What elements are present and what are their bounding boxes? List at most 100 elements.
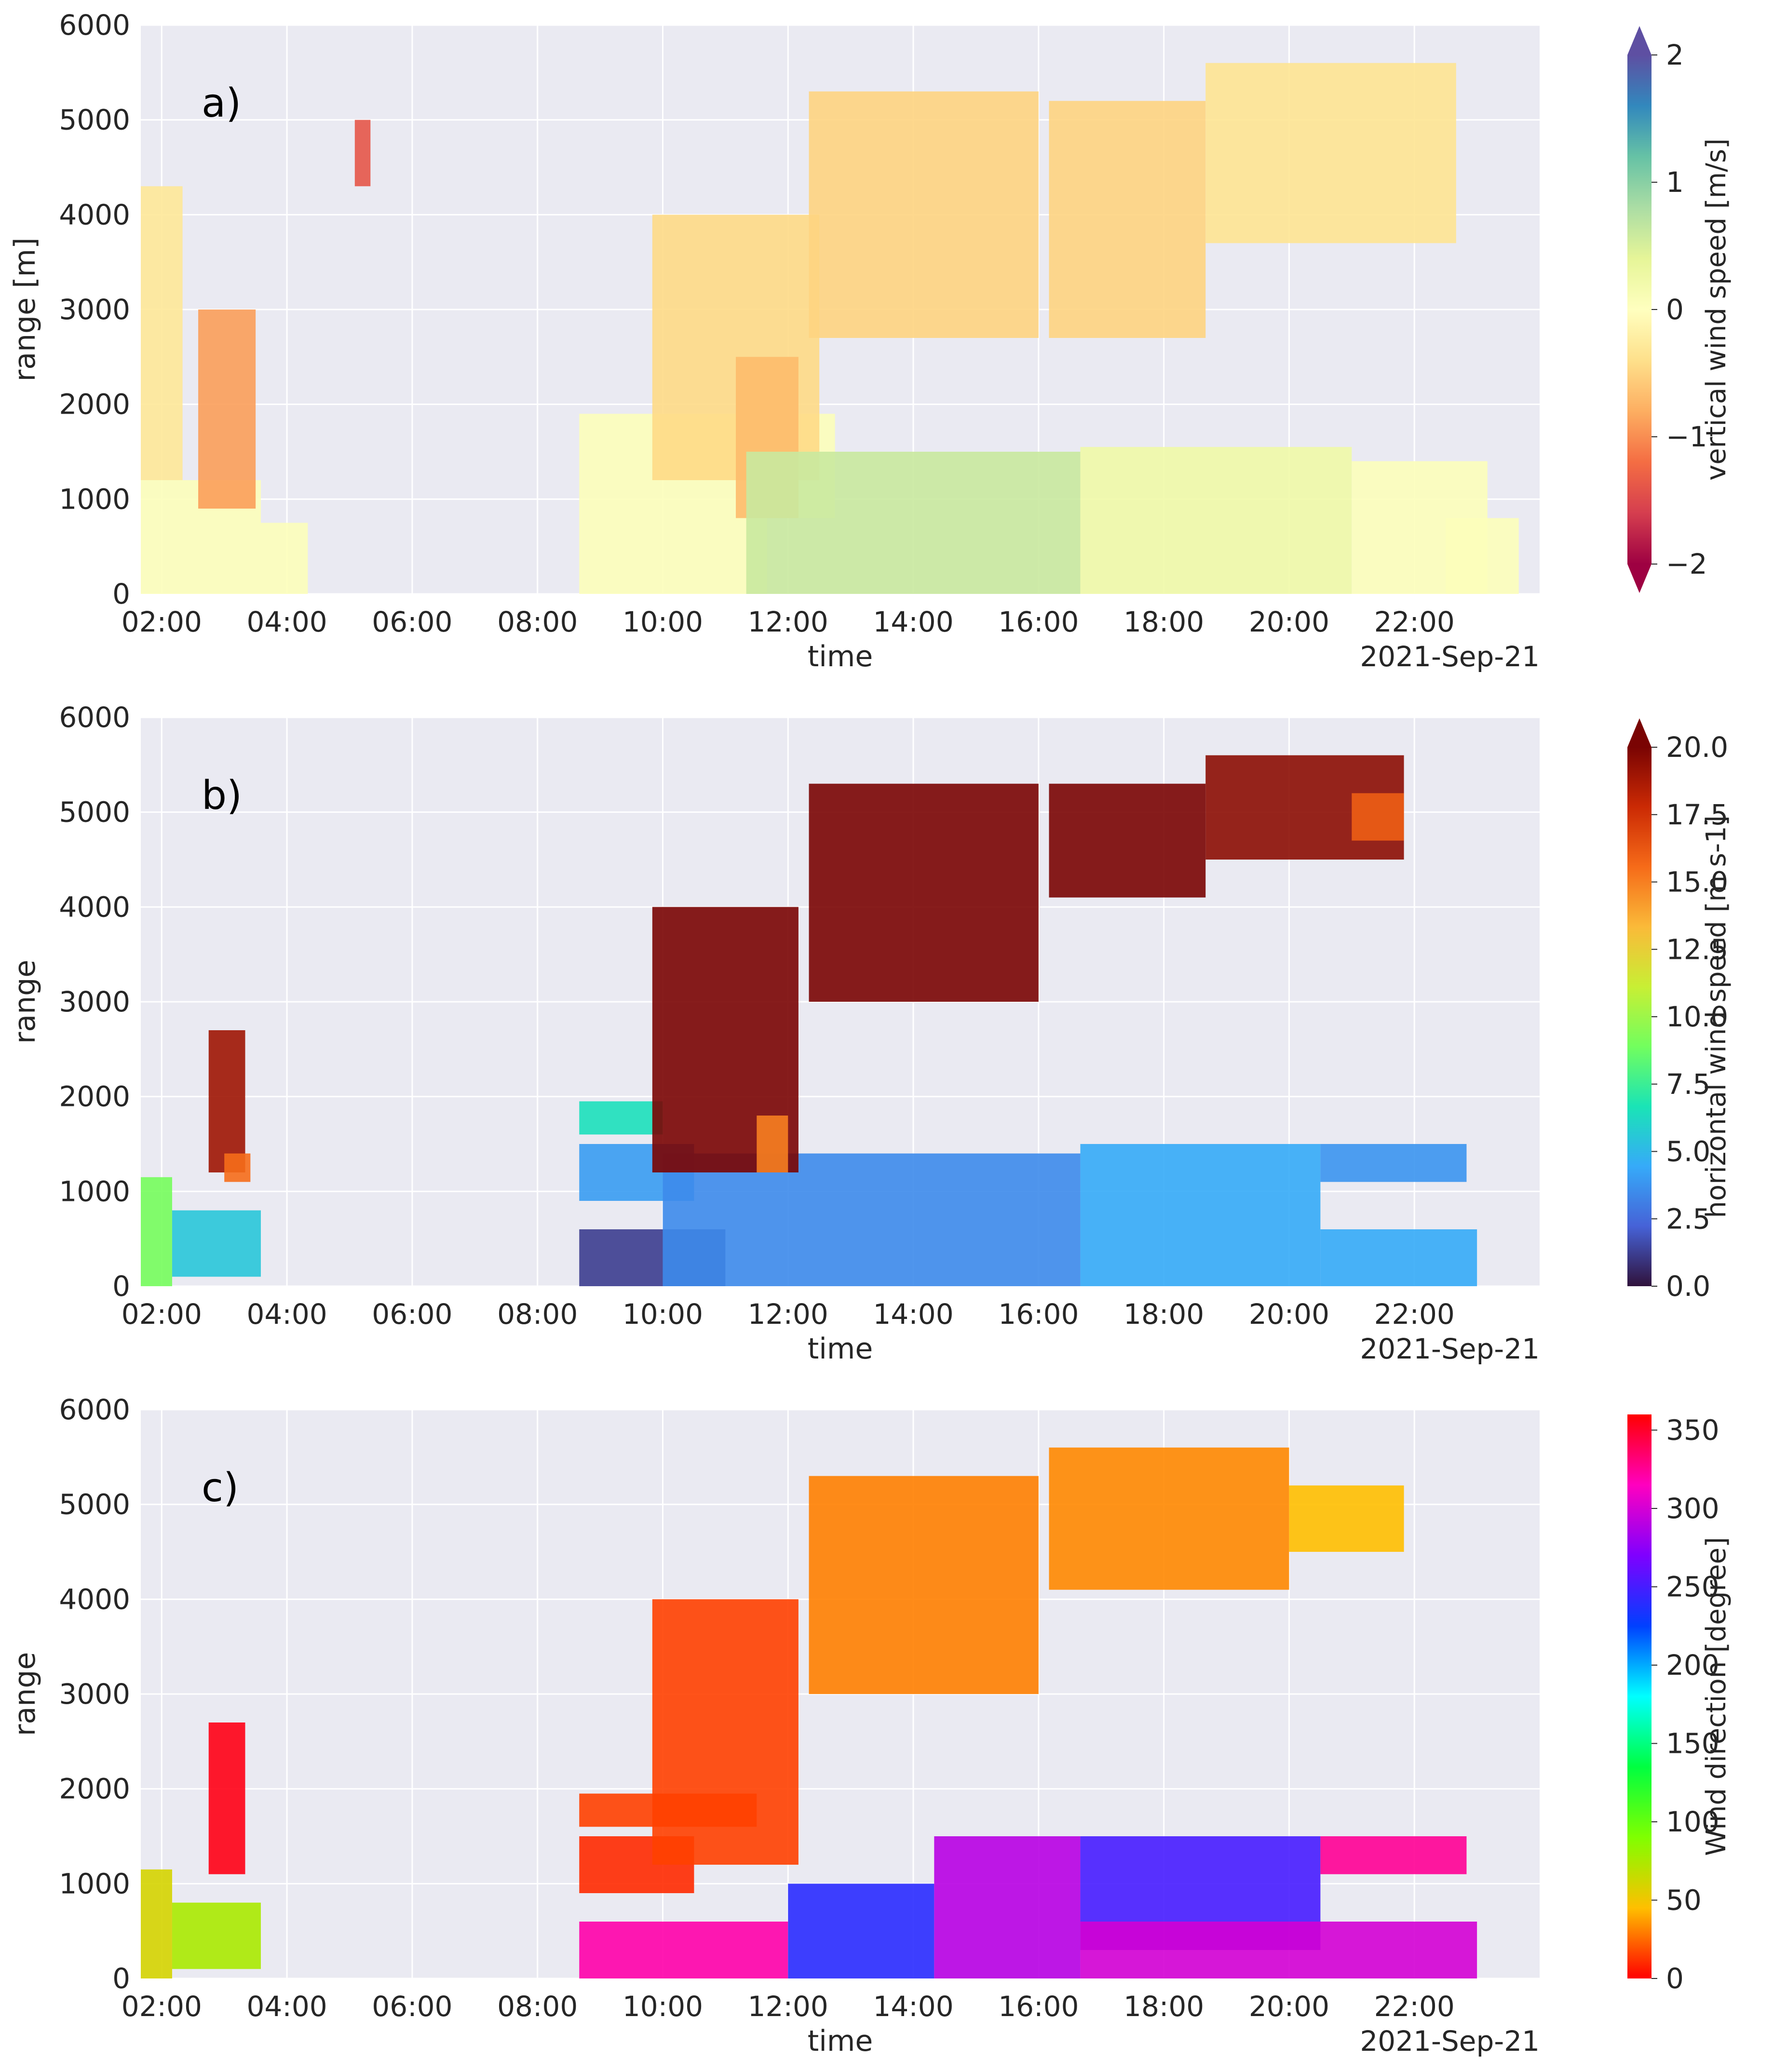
y-tick-label: 2000 bbox=[59, 388, 130, 421]
y-tick-label: 4000 bbox=[59, 198, 130, 231]
data-region bbox=[141, 1177, 172, 1286]
x-tick-label: 18:00 bbox=[1124, 1990, 1204, 2023]
data-region bbox=[809, 91, 1039, 338]
y-tick-label: 4000 bbox=[59, 890, 130, 923]
colorbar-tick-label: 250 bbox=[1666, 1571, 1719, 1603]
x-tick-label: 04:00 bbox=[247, 1298, 327, 1331]
colorbar-tick-label: 150 bbox=[1666, 1727, 1719, 1760]
data-region bbox=[1352, 793, 1404, 841]
colorbar-tick-label: 1 bbox=[1666, 166, 1684, 199]
data-region bbox=[208, 1030, 245, 1172]
colorbar-extend-max bbox=[1627, 26, 1652, 55]
date-label: 2021-Sep-21 bbox=[1360, 1332, 1540, 1365]
x-tick-label: 04:00 bbox=[247, 605, 327, 638]
y-axis-label: range bbox=[8, 1652, 42, 1736]
y-tick-label: 5000 bbox=[59, 1488, 130, 1521]
colorbar-tick-label: 15.0 bbox=[1666, 866, 1728, 899]
x-tick-label: 12:00 bbox=[748, 1298, 828, 1331]
x-tick-label: 08:00 bbox=[497, 1990, 578, 2023]
data-region bbox=[1446, 518, 1519, 594]
x-tick-label: 16:00 bbox=[998, 1990, 1079, 2023]
x-tick-label: 16:00 bbox=[998, 605, 1079, 638]
y-tick-label: 3000 bbox=[59, 1678, 130, 1710]
data-region bbox=[141, 186, 183, 480]
y-tick-label: 0 bbox=[112, 578, 130, 610]
data-region bbox=[208, 1722, 245, 1874]
data-region bbox=[1049, 1447, 1289, 1590]
x-tick-label: 22:00 bbox=[1374, 1990, 1455, 2023]
x-tick-label: 14:00 bbox=[873, 1990, 953, 2023]
y-tick-label: 2000 bbox=[59, 1080, 130, 1113]
data-region bbox=[172, 1210, 261, 1277]
data-region bbox=[1049, 101, 1206, 338]
colorbar-tick-label: 2 bbox=[1666, 39, 1684, 71]
colorbar-tick-label: 12.5 bbox=[1666, 933, 1728, 966]
x-tick-label: 20:00 bbox=[1249, 1298, 1329, 1331]
data-region bbox=[1205, 63, 1456, 243]
data-region bbox=[934, 1836, 1081, 1978]
data-region bbox=[1320, 1144, 1467, 1182]
y-tick-label: 3000 bbox=[59, 985, 130, 1018]
colorbar-extend-max bbox=[1627, 718, 1652, 747]
y-axis-label: range bbox=[8, 960, 42, 1044]
x-tick-label: 12:00 bbox=[748, 1990, 828, 2023]
colorbar: −2 −1 0 1 2 vertical wind speed [m/s] bbox=[1627, 26, 1732, 593]
y-tick-label: 6000 bbox=[59, 9, 130, 41]
x-tick-label: 02:00 bbox=[122, 1990, 202, 2023]
colorbar-tick-label: 0 bbox=[1666, 1962, 1684, 1995]
x-tick-label: 10:00 bbox=[623, 1298, 703, 1331]
y-tick-label: 0 bbox=[112, 1962, 130, 1995]
x-tick-label: 10:00 bbox=[623, 1990, 703, 2023]
date-label: 2021-Sep-21 bbox=[1360, 2025, 1540, 2058]
y-tick-label: 3000 bbox=[59, 293, 130, 326]
colorbar: 0.0 2.5 5.0 7.5 10.0 12.5 15.0 17.5 20.0 horizont… bbox=[1627, 718, 1732, 1303]
data-region bbox=[757, 1116, 788, 1172]
y-tick-label: 5000 bbox=[59, 104, 130, 136]
x-tick-label: 10:00 bbox=[623, 605, 703, 638]
colorbar-tick-label: 5.0 bbox=[1666, 1135, 1710, 1168]
y-tick-label: 6000 bbox=[59, 701, 130, 734]
x-axis-label: time bbox=[808, 640, 873, 673]
x-tick-label: 08:00 bbox=[497, 1298, 578, 1331]
y-axis-label: range [m] bbox=[8, 238, 42, 382]
colorbar-tick-label: 100 bbox=[1666, 1805, 1719, 1838]
colorbar-tick-label: 10.0 bbox=[1666, 1000, 1728, 1033]
colorbar-tick-label: 200 bbox=[1666, 1649, 1719, 1682]
colorbar: 0 50 100 150 200 250 300 350 Wind direction [deg… bbox=[1627, 1414, 1732, 1995]
date-label: 2021-Sep-21 bbox=[1360, 640, 1540, 673]
data-region bbox=[172, 1902, 261, 1969]
y-tick-label: 4000 bbox=[59, 1583, 130, 1615]
data-region bbox=[746, 452, 1081, 594]
colorbar-tick-label: 0.0 bbox=[1666, 1270, 1710, 1303]
data-region bbox=[1049, 783, 1206, 898]
colorbar-tick-label: −2 bbox=[1666, 548, 1707, 580]
panel-2: 0 1000 2000 3000 4000 5000 6000 02:00 04:00 06:00… bbox=[8, 701, 1732, 1366]
x-tick-label: 22:00 bbox=[1374, 1298, 1455, 1331]
data-region bbox=[652, 1599, 799, 1865]
x-tick-label: 14:00 bbox=[873, 1298, 953, 1331]
x-tick-label: 16:00 bbox=[998, 1298, 1079, 1331]
data-region bbox=[579, 1922, 788, 1978]
data-region bbox=[260, 523, 308, 594]
colorbar-gradient bbox=[1627, 1414, 1652, 1978]
x-tick-label: 14:00 bbox=[873, 605, 953, 638]
data-region bbox=[1320, 1229, 1477, 1286]
data-region bbox=[1289, 1485, 1404, 1552]
panel-label: c) bbox=[202, 1465, 239, 1511]
y-tick-label: 2000 bbox=[59, 1773, 130, 1805]
data-region bbox=[1080, 1922, 1477, 1978]
data-region bbox=[788, 1884, 934, 1978]
colorbar-tick-label: 2.5 bbox=[1666, 1202, 1710, 1235]
colorbar-label: Wind direction [degree] bbox=[1701, 1537, 1732, 1856]
colorbar-tick-label: 0 bbox=[1666, 293, 1684, 326]
x-tick-label: 20:00 bbox=[1249, 1990, 1329, 2023]
x-axis-label: time bbox=[808, 1332, 873, 1366]
y-tick-label: 1000 bbox=[59, 483, 130, 515]
data-region bbox=[579, 1101, 663, 1135]
data-region bbox=[809, 1476, 1039, 1694]
colorbar-tick-label: 7.5 bbox=[1666, 1068, 1710, 1101]
data-region bbox=[809, 783, 1039, 1002]
data-region bbox=[1080, 447, 1352, 594]
